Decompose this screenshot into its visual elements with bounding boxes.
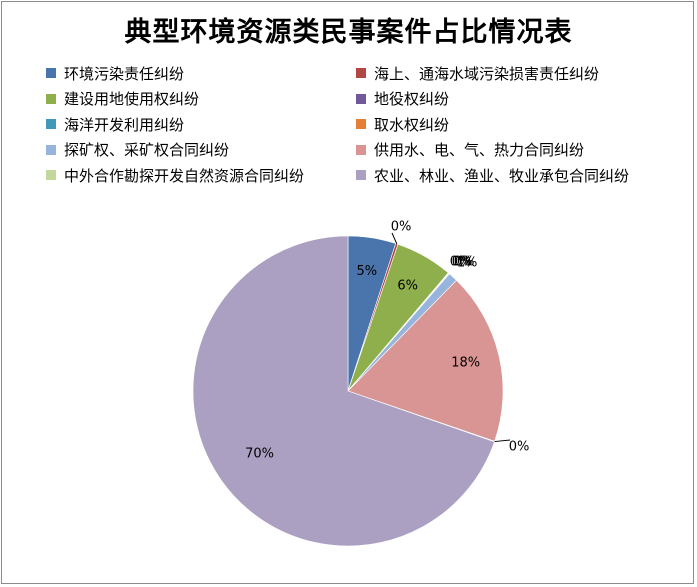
data-label: 70%	[245, 446, 274, 461]
legend-item: 探矿权、采矿权合同纠纷	[46, 140, 229, 160]
pie-slice	[192, 235, 495, 547]
legend-label: 海洋开发利用纠纷	[64, 115, 185, 134]
legend-swatch	[46, 93, 56, 104]
pie-slices	[192, 235, 504, 547]
legend-item: 建设用地使用权纠纷	[46, 89, 199, 109]
data-label: 5%	[357, 264, 378, 279]
data-label: 0%	[509, 440, 530, 455]
legend-item: 地役权纠纷	[356, 89, 449, 109]
legend-swatch	[356, 93, 366, 104]
legend-swatch	[356, 170, 366, 181]
legend-label: 建设用地使用权纠纷	[64, 90, 200, 109]
legend-label: 探矿权、采矿权合同纠纷	[64, 141, 230, 160]
legend-swatch	[46, 68, 56, 78]
leader-lines	[391, 232, 511, 443]
data-label: 1%	[457, 256, 478, 271]
legend-item: 环境污染责任纠纷	[46, 63, 184, 83]
legend-swatch	[356, 119, 366, 130]
legend-item: 供用水、电、气、热力合同纠纷	[356, 140, 584, 160]
data-labels: 5%0%6%0%0%0%1%18%0%70%	[245, 220, 529, 462]
pie-slice	[347, 279, 504, 442]
legend-label: 地役权纠纷	[374, 90, 450, 109]
legend-swatch	[356, 68, 366, 78]
legend-label: 供用水、电、气、热力合同纠纷	[374, 141, 585, 160]
leader-line	[494, 439, 511, 443]
legend-swatch	[46, 144, 56, 155]
legend-item: 海上、通海水域污染损害责任纠纷	[356, 63, 599, 83]
data-label: 0%	[450, 255, 471, 270]
leader-line	[391, 232, 398, 245]
legend-item: 海洋开发利用纠纷	[46, 114, 184, 134]
data-label: 0%	[452, 255, 473, 270]
data-label: 0%	[391, 220, 412, 235]
legend-swatch	[356, 144, 366, 155]
legend-item: 中外合作勘探开发自然资源合同纠纷	[46, 165, 304, 185]
chart-title: 典型环境资源类民事案件占比情况表	[124, 17, 573, 48]
legend-swatch	[46, 170, 56, 181]
chart-legend: 环境污染责任纠纷 海上、通海水域污染损害责任纠纷建设用地使用权纠纷 地役权纠纷海洋开…	[46, 63, 676, 193]
data-label: 18%	[451, 356, 480, 371]
legend-label: 取水权纠纷	[374, 115, 450, 134]
legend-swatch	[46, 119, 56, 130]
legend-label: 环境污染责任纠纷	[64, 64, 185, 83]
data-label: 0%	[454, 255, 475, 270]
data-label: 6%	[397, 278, 418, 293]
legend-label: 农业、林业、渔业、牧业承包合同纠纷	[374, 166, 630, 185]
legend-item: 取水权纠纷	[356, 114, 449, 134]
legend-label: 海上、通海水域污染损害责任纠纷	[374, 64, 600, 83]
legend-label: 中外合作勘探开发自然资源合同纠纷	[64, 166, 305, 185]
legend-item: 农业、林业、渔业、牧业承包合同纠纷	[356, 165, 629, 185]
